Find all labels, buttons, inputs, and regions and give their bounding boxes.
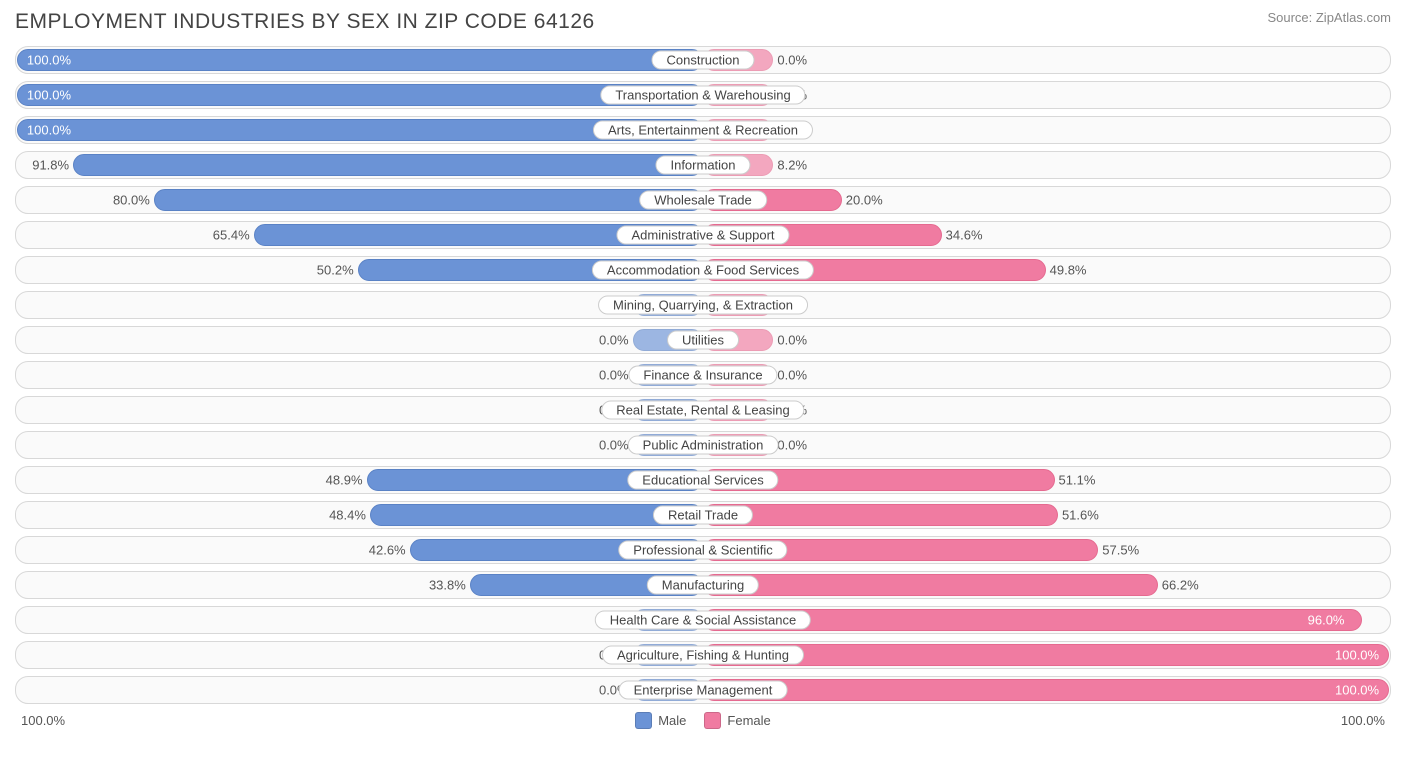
female-value: 0.0% (777, 368, 807, 383)
male-value: 50.2% (317, 263, 354, 278)
chart-row: 42.6% 57.5% Professional & Scientific (15, 536, 1391, 564)
chart-row: 80.0% 20.0% Wholesale Trade (15, 186, 1391, 214)
female-value: 49.8% (1050, 263, 1087, 278)
chart-row: 50.2% 49.8% Accommodation & Food Services (15, 256, 1391, 284)
female-value: 0.0% (777, 438, 807, 453)
female-bar (703, 644, 1389, 666)
male-value: 48.9% (326, 473, 363, 488)
male-swatch (635, 712, 652, 729)
female-value: 51.6% (1062, 508, 1099, 523)
category-label: Arts, Entertainment & Recreation (593, 121, 813, 140)
male-bar (17, 49, 703, 71)
category-label: Real Estate, Rental & Leasing (601, 401, 804, 420)
female-bar (703, 574, 1158, 596)
male-value: 0.0% (599, 333, 629, 348)
chart-row: 0.0%0.0%Mining, Quarrying, & Extraction (15, 291, 1391, 319)
female-value: 34.6% (946, 228, 983, 243)
category-label: Health Care & Social Assistance (595, 611, 811, 630)
chart-row: 0.0%100.0%Agriculture, Fishing & Hunting (15, 641, 1391, 669)
category-label: Utilities (667, 331, 739, 350)
category-label: Enterprise Management (619, 681, 788, 700)
chart-row: 0.0%0.0%Real Estate, Rental & Leasing (15, 396, 1391, 424)
female-value: 100.0% (1335, 648, 1379, 663)
female-value: 0.0% (777, 333, 807, 348)
chart-row: 100.0% 0.0% Construction (15, 46, 1391, 74)
female-value: 66.2% (1162, 578, 1199, 593)
legend-male-label: Male (658, 713, 686, 728)
category-label: Agriculture, Fishing & Hunting (602, 646, 804, 665)
chart-row: 33.8% 66.2% Manufacturing (15, 571, 1391, 599)
category-label: Wholesale Trade (639, 191, 767, 210)
male-value: 100.0% (27, 88, 71, 103)
female-value: 0.0% (777, 53, 807, 68)
male-value: 100.0% (27, 123, 71, 138)
category-label: Information (655, 156, 750, 175)
category-label: Mining, Quarrying, & Extraction (598, 296, 808, 315)
legend-female-label: Female (727, 713, 770, 728)
chart-row: 0.0% 0.0%Public Administration (15, 431, 1391, 459)
female-value: 57.5% (1102, 543, 1139, 558)
male-value: 42.6% (369, 543, 406, 558)
female-value: 20.0% (846, 193, 883, 208)
category-label: Construction (652, 51, 755, 70)
category-label: Manufacturing (647, 576, 759, 595)
female-value: 51.1% (1059, 473, 1096, 488)
female-value: 8.2% (777, 158, 807, 173)
chart-row: 0.0% 0.0% Utilities (15, 326, 1391, 354)
chart-row: 100.0%0.0%Transportation & Warehousing (15, 81, 1391, 109)
legend-male: Male (635, 712, 686, 729)
chart-title: EMPLOYMENT INDUSTRIES BY SEX IN ZIP CODE… (15, 10, 595, 34)
male-value: 91.8% (32, 158, 69, 173)
male-value: 65.4% (213, 228, 250, 243)
chart-row: 48.9% 51.1% Educational Services (15, 466, 1391, 494)
male-value: 0.0% (599, 368, 629, 383)
category-label: Educational Services (627, 471, 778, 490)
category-label: Accommodation & Food Services (592, 261, 814, 280)
legend-center: Male Female (635, 712, 771, 729)
chart-row: 91.8% 8.2% Information (15, 151, 1391, 179)
chart-row: 4.0%96.0%Health Care & Social Assistance (15, 606, 1391, 634)
chart-area: 100.0%0.0%Construction100.0%0.0%Transpor… (15, 46, 1391, 704)
chart-header: EMPLOYMENT INDUSTRIES BY SEX IN ZIP CODE… (15, 10, 1391, 34)
category-label: Administrative & Support (616, 226, 789, 245)
male-value: 100.0% (27, 53, 71, 68)
female-swatch (704, 712, 721, 729)
male-value: 80.0% (113, 193, 150, 208)
chart-row: 0.0%100.0%Enterprise Management (15, 676, 1391, 704)
male-value: 33.8% (429, 578, 466, 593)
legend-female: Female (704, 712, 770, 729)
category-label: Finance & Insurance (628, 366, 777, 385)
female-value: 100.0% (1335, 683, 1379, 698)
category-label: Public Administration (628, 436, 779, 455)
category-label: Retail Trade (653, 506, 753, 525)
legend-row: 100.0% Male Female 100.0% (15, 712, 1391, 729)
chart-row: 48.4% 51.6% Retail Trade (15, 501, 1391, 529)
female-bar (703, 504, 1058, 526)
category-label: Professional & Scientific (618, 541, 787, 560)
female-bar (703, 679, 1389, 701)
chart-source: Source: ZipAtlas.com (1267, 10, 1391, 25)
chart-row: 0.0% 0.0%Finance & Insurance (15, 361, 1391, 389)
male-value: 0.0% (599, 438, 629, 453)
female-value: 96.0% (1308, 613, 1345, 628)
chart-row: 100.0%0.0%Arts, Entertainment & Recreati… (15, 116, 1391, 144)
category-label: Transportation & Warehousing (600, 86, 805, 105)
axis-right-label: 100.0% (1341, 713, 1385, 728)
chart-row: 65.4% 34.6% Administrative & Support (15, 221, 1391, 249)
axis-left-label: 100.0% (21, 713, 65, 728)
male-value: 48.4% (329, 508, 366, 523)
male-bar (73, 154, 703, 176)
male-bar (154, 189, 703, 211)
